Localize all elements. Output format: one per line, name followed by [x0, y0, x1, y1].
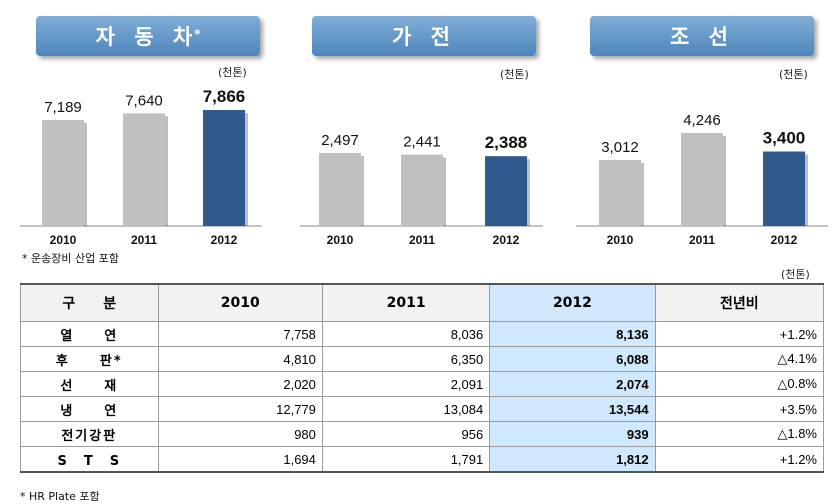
data-label-appliances-2012: 2,388 — [485, 133, 528, 152]
cell-2011: 8,036 — [321, 321, 491, 347]
cell-change: △1.8% — [654, 421, 825, 447]
header-change: 전년비 — [654, 283, 825, 322]
chart-footnote: * 운송장비 산업 포함 — [22, 252, 119, 265]
cell-2012: 13,544 — [489, 396, 656, 422]
bar-charts: 7,189 2010 7,640 2011 7,866 2012 2,497 2010 2,44… — [20, 87, 828, 247]
banner-automotive-title: 자 동 차 — [95, 25, 199, 49]
tick-label-automotive-2012: 2012 — [211, 233, 238, 247]
table-footnote: * HR Plate 포함 — [20, 490, 100, 503]
table-unit-label: (천톤) — [781, 268, 810, 281]
row-label: 냉 연 — [20, 396, 159, 422]
data-label-automotive-2011: 7,640 — [125, 92, 163, 109]
cell-2012: 939 — [489, 421, 656, 447]
tick-label-appliances-2012: 2012 — [493, 233, 520, 247]
cell-2010: 12,779 — [157, 396, 323, 422]
table-row: 전기강판 980 956 939 △1.8% — [20, 421, 825, 447]
tick-label-shipbuilding-2012: 2012 — [771, 233, 798, 247]
bar-shipbuilding-2010 — [599, 160, 641, 226]
cell-2010: 4,810 — [157, 346, 323, 372]
cell-2010: 2,020 — [157, 371, 323, 397]
cell-change: △0.8% — [654, 371, 825, 397]
cell-2011: 6,350 — [321, 346, 491, 372]
tick-label-shipbuilding-2011: 2011 — [689, 233, 715, 247]
data-label-shipbuilding-2010: 3,012 — [601, 139, 639, 156]
bar-appliances-2010 — [319, 153, 361, 226]
bar-appliances-2011 — [401, 154, 443, 226]
bar-shipbuilding-2012 — [763, 151, 805, 226]
bar-automotive-2012 — [203, 110, 245, 226]
data-label-shipbuilding-2012: 3,400 — [763, 128, 806, 147]
table-row: 열 연 7,758 8,036 8,136 +1.2% — [20, 321, 825, 347]
unit-label-shipbuilding: (천톤) — [779, 68, 808, 81]
cell-2011: 1,791 — [321, 446, 491, 473]
banner-appliances: 가 전 — [312, 16, 536, 56]
data-label-automotive-2012: 7,866 — [203, 87, 246, 106]
table-row: 냉 연 12,779 13,084 13,544 +3.5% — [20, 396, 825, 422]
bar-automotive-2010 — [42, 119, 84, 226]
row-label: 후 판* — [20, 346, 159, 372]
cell-2012: 1,812 — [489, 446, 656, 473]
production-table: 구 분 2010 2011 2012 전년비 열 연 7,758 8,036 8… — [20, 283, 825, 473]
cell-2010: 980 — [157, 421, 323, 447]
banner-shipbuilding-title: 조 선 — [670, 25, 734, 49]
header-2011: 2011 — [321, 283, 491, 322]
bar-appliances-2012 — [485, 156, 527, 226]
cell-2012: 2,074 — [489, 371, 656, 397]
tick-label-automotive-2011: 2011 — [131, 233, 157, 247]
tick-label-appliances-2010: 2010 — [327, 233, 354, 247]
bar-automotive-2011 — [123, 113, 165, 226]
row-label: 열 연 — [20, 321, 159, 347]
cell-2011: 2,091 — [321, 371, 491, 397]
tick-label-shipbuilding-2010: 2010 — [607, 233, 634, 247]
cell-2011: 13,084 — [321, 396, 491, 422]
row-label: S T S — [20, 446, 159, 473]
cell-change: +3.5% — [654, 396, 825, 422]
header-category: 구 분 — [20, 283, 159, 322]
data-label-appliances-2010: 2,497 — [321, 132, 359, 149]
header-2010: 2010 — [157, 283, 323, 322]
cell-2012: 8,136 — [489, 321, 656, 347]
unit-label-appliances: (천톤) — [500, 68, 529, 81]
bar-shipbuilding-2011 — [681, 132, 723, 226]
data-label-automotive-2010: 7,189 — [44, 99, 82, 116]
unit-label-automotive: (천톤) — [218, 66, 247, 79]
banner-appliances-title: 가 전 — [392, 25, 456, 49]
row-label: 선 재 — [20, 371, 159, 397]
banner-shipbuilding: 조 선 — [590, 16, 814, 56]
tick-label-automotive-2010: 2010 — [50, 233, 77, 247]
data-label-shipbuilding-2011: 4,246 — [683, 112, 721, 129]
table-row: S T S 1,694 1,791 1,812 +1.2% — [20, 446, 825, 473]
cell-change: +1.2% — [654, 321, 825, 347]
data-label-appliances-2011: 2,441 — [403, 134, 441, 151]
cell-change: △4.1% — [654, 346, 825, 372]
cell-change: +1.2% — [654, 446, 825, 473]
banner-automotive: 자 동 차 * — [36, 16, 260, 56]
tick-label-appliances-2011: 2011 — [409, 233, 435, 247]
cell-2010: 7,758 — [157, 321, 323, 347]
banner-automotive-mark: * — [194, 27, 201, 41]
row-label: 전기강판 — [20, 421, 159, 447]
table-row: 선 재 2,020 2,091 2,074 △0.8% — [20, 371, 825, 397]
table-header-row: 구 분 2010 2011 2012 전년비 — [20, 283, 825, 322]
table-row: 후 판* 4,810 6,350 6,088 △4.1% — [20, 346, 825, 372]
cell-2012: 6,088 — [489, 346, 656, 372]
cell-2011: 956 — [321, 421, 491, 447]
cell-2010: 1,694 — [157, 446, 323, 473]
header-2012: 2012 — [489, 283, 656, 322]
